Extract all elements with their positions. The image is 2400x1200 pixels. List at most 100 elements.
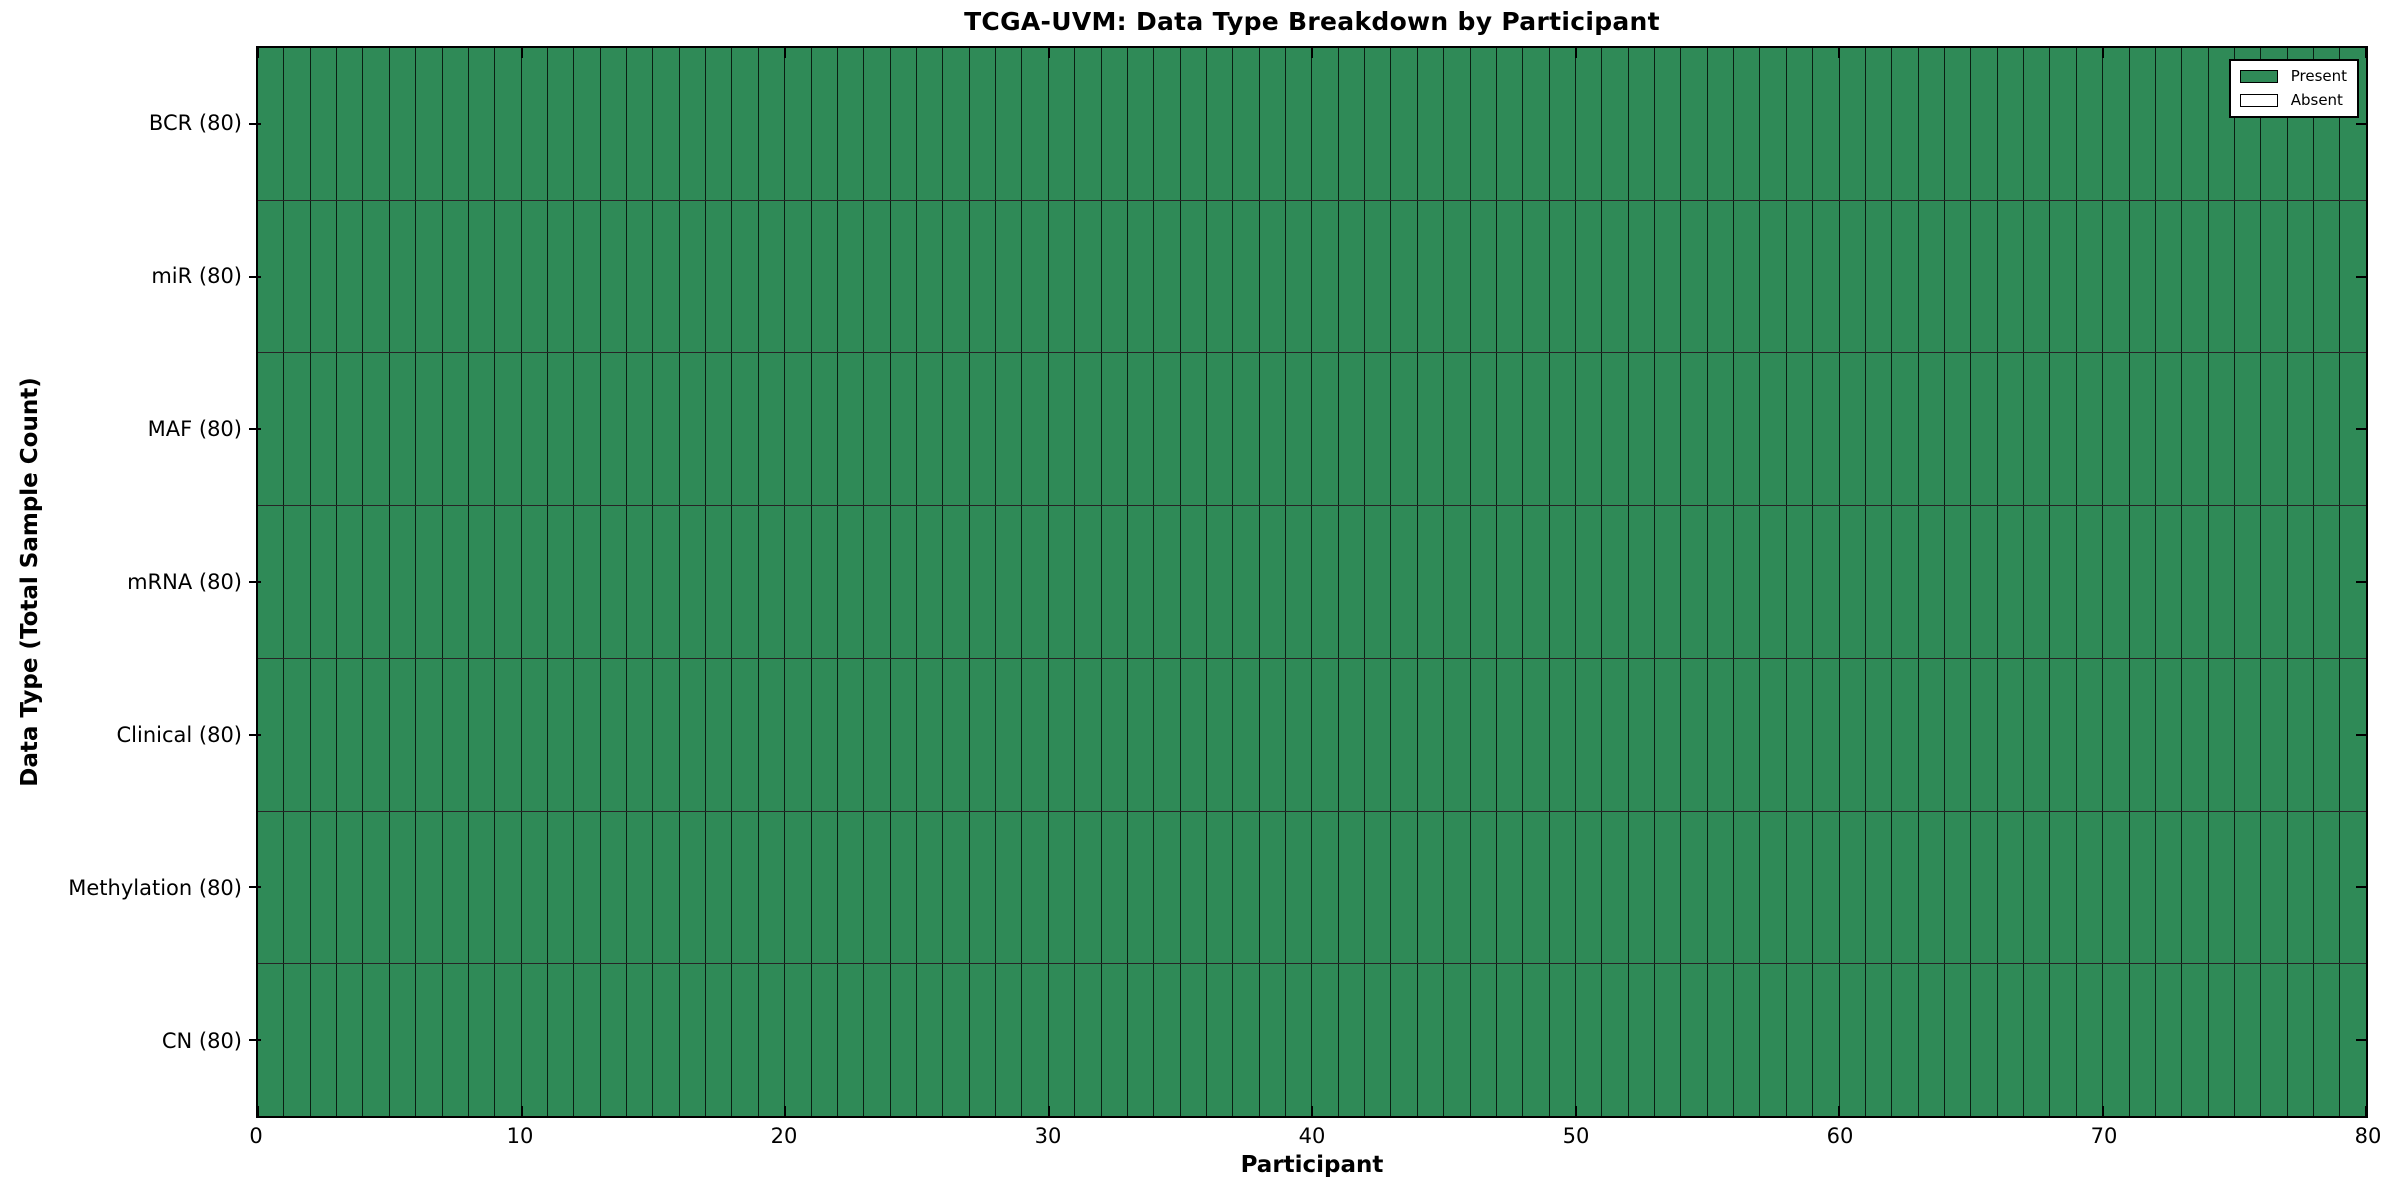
cell bbox=[1759, 811, 1786, 964]
cell bbox=[467, 48, 495, 200]
data-type-row bbox=[258, 48, 2366, 200]
cell bbox=[1917, 48, 1944, 200]
cell bbox=[1047, 658, 1075, 811]
x-tick-mark bbox=[520, 1106, 523, 1116]
cell bbox=[520, 506, 547, 658]
legend-entry: Absent bbox=[2239, 93, 2347, 108]
cell bbox=[1785, 811, 1813, 964]
cell bbox=[283, 48, 310, 200]
cell bbox=[1680, 353, 1707, 506]
cell bbox=[2023, 658, 2050, 811]
cell bbox=[836, 200, 864, 353]
cell bbox=[1548, 811, 1575, 964]
cell bbox=[2286, 964, 2314, 1117]
cell bbox=[1574, 811, 1602, 964]
cell bbox=[1706, 353, 1734, 506]
x-tick-mark bbox=[784, 1106, 786, 1116]
cell bbox=[1337, 353, 1365, 506]
cell bbox=[441, 353, 468, 506]
cell bbox=[810, 353, 837, 506]
cell bbox=[626, 48, 653, 200]
cell bbox=[2023, 964, 2050, 1117]
cell bbox=[2102, 658, 2129, 811]
cell bbox=[2286, 506, 2314, 658]
cell bbox=[1759, 353, 1786, 506]
cell bbox=[784, 811, 811, 964]
cell bbox=[968, 200, 996, 353]
cell bbox=[652, 200, 679, 353]
cell bbox=[2260, 200, 2287, 353]
cell bbox=[1574, 506, 1602, 658]
cell bbox=[520, 200, 547, 353]
cell bbox=[705, 353, 732, 506]
cell bbox=[1627, 200, 1655, 353]
plot-area: Present Absent bbox=[249, 46, 2368, 1118]
cell bbox=[652, 506, 679, 658]
cell bbox=[968, 658, 996, 811]
cell bbox=[1601, 658, 1628, 811]
cell bbox=[2023, 506, 2050, 658]
cell bbox=[2128, 506, 2155, 658]
cell bbox=[2128, 658, 2155, 811]
cell bbox=[1864, 964, 1892, 1117]
cell bbox=[863, 353, 890, 506]
cell bbox=[2128, 200, 2155, 353]
cell bbox=[1891, 48, 1918, 200]
cell bbox=[942, 658, 969, 811]
cell bbox=[731, 964, 758, 1117]
cell bbox=[1548, 48, 1575, 200]
cell bbox=[336, 506, 363, 658]
cell bbox=[652, 48, 679, 200]
cell bbox=[362, 200, 389, 353]
cell bbox=[757, 811, 785, 964]
cell bbox=[1285, 48, 1312, 200]
cell bbox=[1706, 811, 1734, 964]
x-tick-mark bbox=[1311, 48, 1313, 58]
cell bbox=[1970, 353, 1997, 506]
cell bbox=[573, 506, 600, 658]
cell bbox=[1495, 964, 1523, 1117]
cell bbox=[1838, 200, 1865, 353]
cell bbox=[1337, 658, 1365, 811]
x-tick-mark bbox=[1574, 1106, 1577, 1116]
cell bbox=[1838, 964, 1865, 1117]
cell bbox=[1759, 506, 1786, 658]
cell bbox=[1232, 811, 1259, 964]
cell bbox=[1522, 506, 1549, 658]
cell bbox=[889, 353, 916, 506]
cell bbox=[573, 353, 600, 506]
cell bbox=[1126, 506, 1154, 658]
cell bbox=[678, 811, 706, 964]
data-type-row bbox=[258, 657, 2366, 811]
cell bbox=[467, 506, 495, 658]
cell bbox=[1917, 353, 1944, 506]
cell bbox=[1205, 200, 1233, 353]
cell bbox=[968, 811, 996, 964]
cell bbox=[362, 964, 389, 1117]
cell bbox=[1838, 506, 1865, 658]
cell bbox=[1390, 353, 1417, 506]
cell bbox=[309, 48, 337, 200]
heatmap-grid bbox=[258, 48, 2366, 1117]
x-tick-mark bbox=[2101, 1106, 2104, 1116]
cell bbox=[573, 964, 600, 1117]
cell bbox=[1785, 964, 1813, 1117]
cell bbox=[1311, 48, 1338, 200]
cell bbox=[1443, 658, 1470, 811]
cell bbox=[494, 353, 521, 506]
cell bbox=[784, 964, 811, 1117]
cell bbox=[863, 811, 890, 964]
cell bbox=[441, 200, 468, 353]
cell bbox=[1337, 200, 1365, 353]
x-tick-label: 70 bbox=[2090, 1124, 2118, 1148]
cell bbox=[441, 811, 468, 964]
cell bbox=[705, 506, 732, 658]
cell bbox=[2313, 200, 2340, 353]
cell bbox=[1074, 506, 1101, 658]
cell bbox=[1232, 964, 1259, 1117]
cell bbox=[810, 811, 837, 964]
cell bbox=[599, 353, 627, 506]
cell bbox=[1574, 658, 1602, 811]
data-type-row bbox=[258, 963, 2366, 1117]
cell bbox=[1232, 658, 1259, 811]
